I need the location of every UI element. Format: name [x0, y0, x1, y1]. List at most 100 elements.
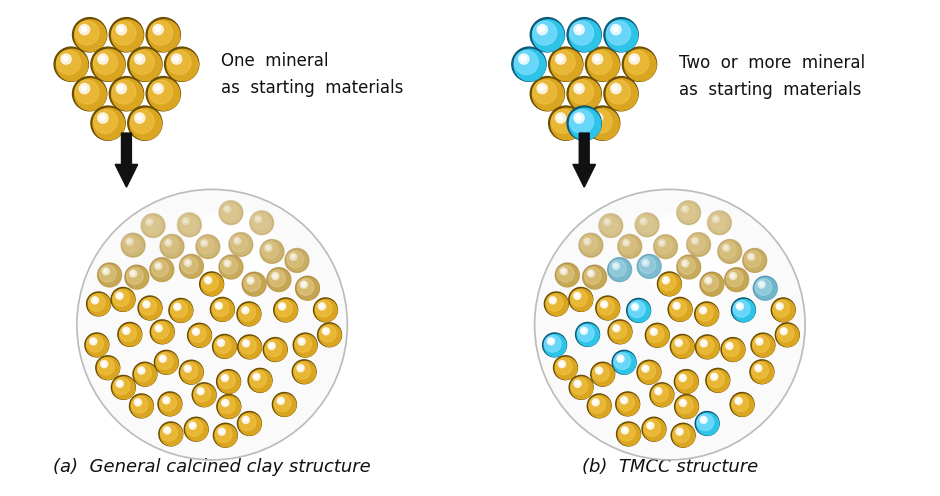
Circle shape — [274, 394, 296, 416]
Circle shape — [731, 298, 756, 322]
Circle shape — [89, 338, 97, 345]
Circle shape — [150, 320, 174, 344]
Circle shape — [749, 255, 753, 258]
Circle shape — [603, 218, 611, 226]
Circle shape — [151, 260, 168, 277]
Circle shape — [128, 240, 131, 243]
Circle shape — [221, 203, 238, 220]
Circle shape — [91, 106, 125, 140]
Circle shape — [679, 257, 696, 274]
Circle shape — [181, 363, 197, 379]
FancyArrow shape — [573, 133, 595, 187]
Circle shape — [651, 384, 673, 406]
Circle shape — [532, 79, 564, 110]
Circle shape — [82, 27, 86, 32]
Circle shape — [125, 265, 149, 289]
Circle shape — [161, 424, 182, 445]
Circle shape — [161, 357, 164, 360]
Circle shape — [701, 418, 705, 422]
Circle shape — [549, 47, 583, 81]
Circle shape — [751, 362, 774, 383]
Circle shape — [123, 235, 145, 257]
Circle shape — [149, 257, 174, 282]
Circle shape — [750, 360, 774, 384]
Circle shape — [242, 307, 249, 314]
Circle shape — [261, 241, 284, 263]
Circle shape — [773, 300, 795, 321]
Circle shape — [287, 250, 308, 272]
Circle shape — [551, 110, 575, 133]
Circle shape — [608, 320, 632, 344]
Circle shape — [726, 342, 733, 350]
Circle shape — [723, 244, 729, 251]
Circle shape — [549, 297, 556, 304]
Circle shape — [643, 210, 738, 305]
Circle shape — [756, 338, 763, 345]
Circle shape — [658, 240, 666, 247]
Circle shape — [588, 110, 612, 133]
Circle shape — [93, 298, 97, 302]
Circle shape — [171, 54, 181, 64]
Circle shape — [672, 337, 689, 354]
Circle shape — [544, 335, 561, 352]
Circle shape — [731, 274, 734, 278]
Circle shape — [295, 276, 320, 300]
Circle shape — [134, 364, 156, 386]
Circle shape — [218, 372, 235, 389]
Circle shape — [683, 261, 687, 265]
Circle shape — [219, 255, 243, 279]
Circle shape — [56, 49, 87, 81]
Circle shape — [719, 242, 736, 258]
Circle shape — [624, 241, 628, 245]
Circle shape — [265, 339, 287, 361]
Circle shape — [673, 302, 681, 310]
Circle shape — [121, 233, 145, 257]
Circle shape — [668, 298, 692, 321]
Circle shape — [113, 377, 135, 399]
Circle shape — [251, 212, 274, 234]
Circle shape — [132, 271, 134, 275]
Circle shape — [143, 216, 160, 233]
Circle shape — [143, 301, 150, 308]
Circle shape — [610, 322, 627, 339]
Circle shape — [621, 427, 629, 434]
Circle shape — [244, 275, 260, 291]
Circle shape — [580, 327, 588, 334]
Circle shape — [151, 259, 174, 281]
Circle shape — [221, 257, 238, 274]
Circle shape — [79, 24, 89, 35]
Circle shape — [221, 202, 243, 224]
Circle shape — [676, 428, 683, 435]
Circle shape — [252, 213, 268, 230]
Circle shape — [614, 264, 618, 267]
Circle shape — [686, 233, 711, 256]
Circle shape — [627, 299, 650, 322]
Circle shape — [611, 83, 621, 94]
Circle shape — [588, 108, 619, 140]
Circle shape — [119, 325, 136, 342]
Circle shape — [113, 378, 130, 394]
Circle shape — [166, 49, 198, 81]
Circle shape — [730, 392, 754, 417]
Circle shape — [544, 292, 569, 316]
Circle shape — [588, 270, 594, 277]
Circle shape — [248, 369, 272, 392]
Circle shape — [117, 83, 127, 94]
Circle shape — [243, 272, 266, 296]
Circle shape — [655, 236, 677, 258]
Circle shape — [738, 305, 742, 308]
Text: One  mineral
as  starting  materials: One mineral as starting materials — [221, 52, 403, 97]
Circle shape — [713, 374, 715, 378]
Circle shape — [582, 329, 586, 332]
Circle shape — [154, 350, 179, 374]
Circle shape — [197, 236, 219, 258]
Circle shape — [126, 238, 133, 245]
Circle shape — [112, 20, 143, 52]
Circle shape — [314, 298, 337, 322]
Circle shape — [725, 268, 748, 292]
Circle shape — [118, 294, 121, 298]
Circle shape — [184, 417, 208, 441]
Circle shape — [702, 275, 718, 291]
Circle shape — [613, 86, 619, 91]
Circle shape — [647, 326, 664, 342]
